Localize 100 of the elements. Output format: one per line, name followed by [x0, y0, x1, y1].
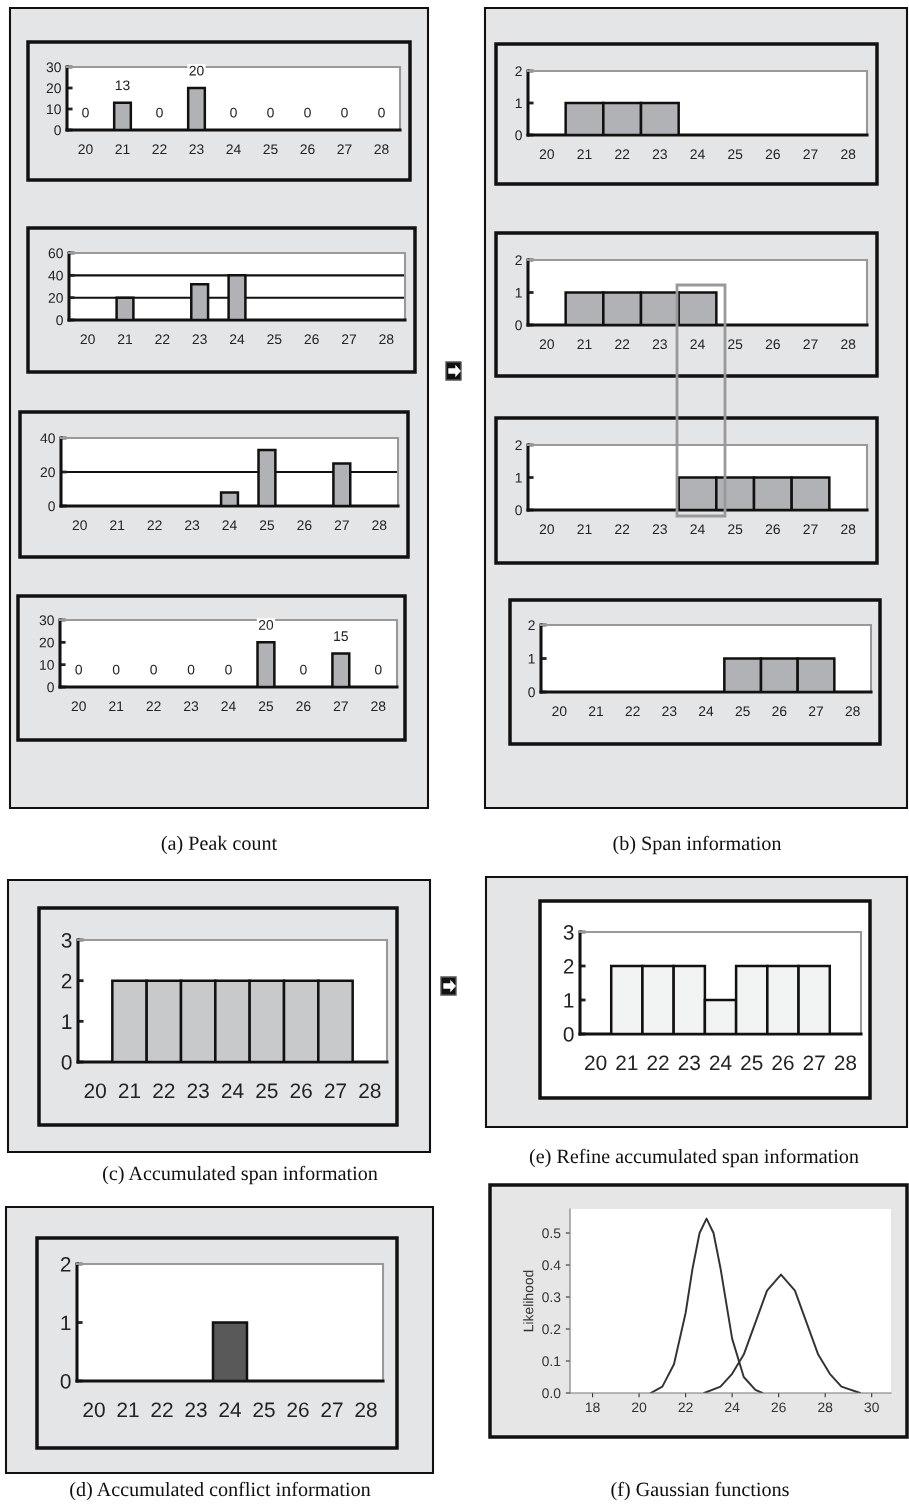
x-tick-label: 27	[803, 339, 818, 349]
x-tick-label: 28	[374, 144, 389, 155]
data-label: 0	[187, 664, 195, 675]
x-tick-label: 21	[616, 1055, 638, 1070]
x-tick-label: 21	[117, 1402, 139, 1417]
y-tick-label: 2	[61, 973, 72, 989]
x-tick-label: 24	[690, 524, 705, 534]
y-tick-label: 2	[563, 959, 574, 974]
x-tick-label: 21	[118, 1083, 141, 1098]
x-tick-label: 28	[372, 520, 387, 531]
x-tick-label: 27	[803, 524, 818, 534]
x-tick-label: 26	[771, 1402, 786, 1413]
y-tick-label: 0	[60, 1374, 71, 1389]
x-tick-label: 24	[221, 701, 236, 711]
x-tick-label: 23	[652, 339, 667, 350]
x-tick-label: 27	[321, 1402, 343, 1417]
x-tick-label: 28	[834, 1055, 857, 1071]
data-label: 15	[334, 631, 348, 642]
x-tick-label: 20	[632, 1402, 647, 1413]
x-tick-label: 22	[147, 520, 162, 530]
y-tick-label: 2	[515, 66, 522, 77]
y-axis-title: Likelihood	[523, 1270, 534, 1332]
x-tick-label: 28	[841, 524, 856, 535]
x-tick-label: 26	[304, 334, 319, 345]
x-tick-label: 26	[297, 520, 312, 531]
x-tick-label: 25	[735, 706, 750, 717]
x-tick-label: 24	[221, 1083, 244, 1098]
x-tick-label: 27	[803, 149, 818, 159]
y-tick-label: 10	[40, 660, 54, 670]
x-tick-label: 26	[765, 149, 780, 160]
y-tick-label: 40	[48, 270, 63, 281]
x-tick-label: 25	[728, 149, 743, 160]
y-tick-label: 0	[47, 682, 54, 693]
data-label: 0	[378, 107, 385, 118]
data-label: 0	[341, 107, 348, 118]
x-tick-label: 21	[109, 701, 124, 711]
x-tick-label: 28	[818, 1402, 833, 1413]
y-tick-label: 20	[48, 293, 63, 303]
x-tick-label: 24	[222, 520, 237, 530]
y-tick-label: 0	[48, 501, 55, 512]
x-tick-label: 22	[151, 1402, 173, 1417]
x-tick-label: 22	[647, 1055, 669, 1070]
x-tick-label: 25	[259, 520, 275, 531]
y-tick-label: 1	[61, 1315, 71, 1331]
x-tick-label: 20	[71, 701, 86, 712]
x-tick-label: 26	[765, 339, 780, 350]
y-tick-label: 0.1	[542, 1356, 561, 1367]
x-tick-label: 25	[741, 1055, 763, 1071]
x-tick-label: 28	[379, 334, 394, 345]
text: (e) Refine accumulated span information	[529, 1148, 859, 1168]
x-tick-label: 23	[184, 701, 199, 712]
x-tick-label: 23	[662, 706, 677, 717]
y-tick-label: 1	[515, 287, 522, 298]
x-tick-label: 26	[772, 1055, 794, 1071]
x-tick-label: 22	[146, 701, 161, 711]
x-tick-label: 28	[371, 701, 386, 712]
y-tick-label: 0.5	[542, 1228, 561, 1239]
y-tick-label: 1	[515, 472, 522, 483]
text: (d) Accumulated conflict information	[70, 1481, 371, 1501]
y-tick-label: 0	[61, 1055, 72, 1070]
y-tick-label: 3	[61, 933, 72, 948]
y-tick-label: 1	[528, 653, 535, 664]
data-label: 0	[300, 664, 307, 675]
y-tick-label: 0	[563, 1027, 574, 1042]
text: (a) Peak count	[161, 835, 278, 855]
data-label: 0	[112, 664, 120, 675]
x-tick-label: 24	[226, 144, 241, 154]
x-tick-label: 22	[625, 706, 640, 716]
data-label: 0	[230, 107, 237, 118]
x-tick-label: 30	[864, 1402, 879, 1413]
y-tick-label: 2	[515, 255, 522, 266]
y-tick-label: 20	[40, 467, 55, 478]
x-tick-label: 25	[728, 524, 743, 535]
y-tick-label: 0	[56, 315, 63, 326]
y-tick-label: 40	[40, 433, 55, 444]
x-tick-label: 18	[585, 1402, 600, 1413]
x-tick-label: 26	[296, 701, 311, 712]
x-tick-label: 27	[337, 144, 352, 154]
data-label: 0	[150, 664, 157, 675]
x-tick-label: 21	[117, 334, 133, 344]
x-tick-label: 27	[803, 1055, 825, 1070]
text: (f) Gaussian functions	[611, 1481, 789, 1501]
x-tick-label: 23	[189, 144, 204, 155]
y-tick-label: 1	[515, 98, 522, 109]
x-tick-label: 20	[80, 334, 95, 345]
x-tick-label: 21	[110, 520, 125, 530]
x-tick-label: 21	[577, 339, 592, 349]
y-tick-label: 0.0	[542, 1388, 561, 1399]
x-tick-label: 27	[341, 334, 357, 344]
data-label: 0	[82, 107, 89, 118]
y-tick-label: 0.2	[542, 1324, 561, 1335]
x-tick-label: 25	[253, 1402, 275, 1418]
x-tick-label: 24	[698, 706, 714, 716]
x-tick-label: 20	[72, 520, 87, 531]
x-tick-label: 20	[78, 144, 93, 155]
x-tick-label: 22	[615, 149, 630, 159]
x-tick-label: 20	[84, 1083, 106, 1099]
y-tick-label: 1	[564, 993, 574, 1008]
y-tick-label: 2	[528, 620, 535, 631]
x-tick-label: 25	[267, 334, 282, 345]
